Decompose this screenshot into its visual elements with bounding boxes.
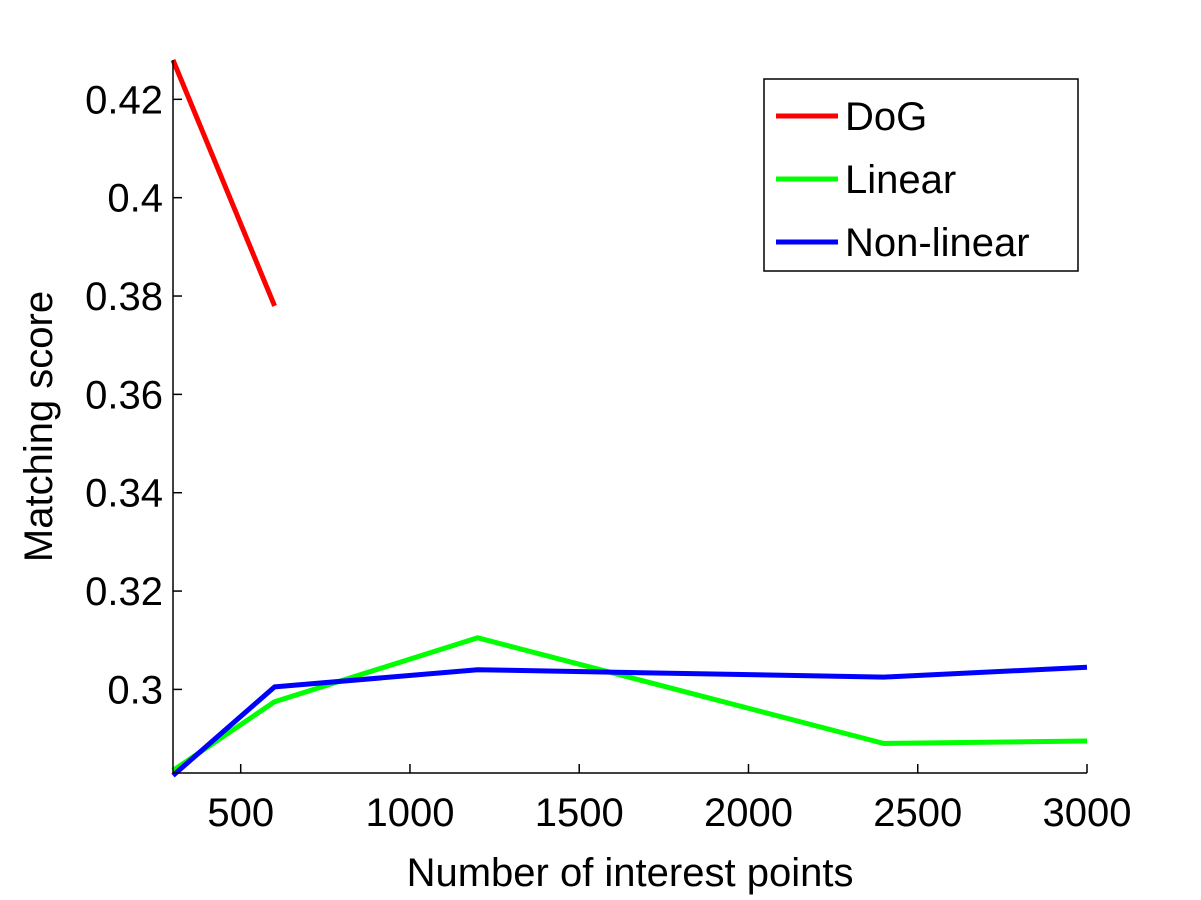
x-axis-label: Number of interest points: [407, 851, 854, 895]
y-tick-label: 0.32: [85, 570, 163, 614]
y-tick-label: 0.3: [107, 668, 163, 712]
y-tick-label: 0.34: [85, 472, 163, 516]
legend-box: [763, 78, 1079, 272]
legend-label: Non-linear: [845, 221, 1030, 265]
x-tick-label: 3000: [1043, 791, 1132, 835]
legend-label: DoG: [845, 95, 927, 139]
x-tick-label: 1000: [365, 791, 454, 835]
series-line-non-linear: [171, 664, 1088, 778]
x-tick-label: 500: [207, 791, 274, 835]
legend: DoG Linear Non-linear: [763, 78, 1079, 272]
plot-lines: [170, 59, 1088, 778]
series-line-dog: [170, 59, 277, 307]
y-axis-label: Matching score: [17, 291, 61, 562]
ticks: 500 1000 1500 2000 2500 3000 0.3 0.32 0.34 0.36 0.…: [85, 78, 1131, 835]
x-tick-label: 2000: [704, 791, 793, 835]
x-tick-label: 1500: [535, 791, 624, 835]
series-line-linear: [171, 635, 1088, 773]
axes: [172, 60, 1087, 774]
x-tick-label: 2500: [873, 791, 962, 835]
y-tick-label: 0.38: [85, 275, 163, 319]
y-tick-label: 0.42: [85, 78, 163, 122]
y-tick-label: 0.4: [107, 177, 163, 221]
legend-label: Linear: [845, 158, 956, 202]
y-tick-label: 0.36: [85, 373, 163, 417]
